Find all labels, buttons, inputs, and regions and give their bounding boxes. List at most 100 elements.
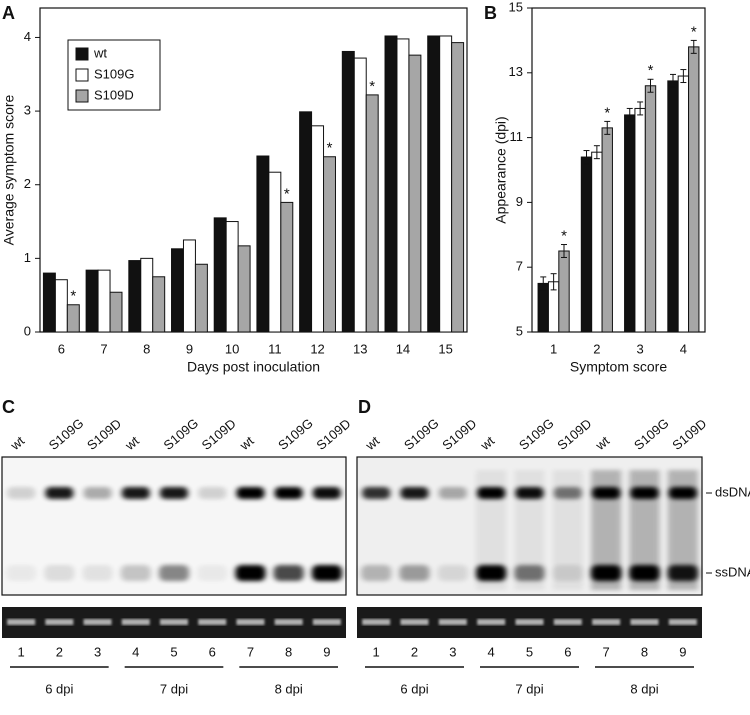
x-tick-label: 9	[186, 341, 193, 356]
lane-number: 3	[449, 644, 456, 659]
gel-band	[362, 619, 391, 625]
ss-band	[159, 565, 189, 581]
bar	[451, 42, 465, 333]
lane-label: S109D	[439, 416, 479, 453]
bar	[558, 250, 570, 333]
ss-band	[399, 565, 430, 581]
y-tick-label: 11	[510, 129, 524, 144]
y-tick-label: 3	[24, 103, 31, 118]
x-tick-label: 15	[438, 341, 452, 356]
lane-number: 5	[170, 644, 177, 659]
ds-band	[515, 487, 544, 499]
ss-band	[629, 565, 660, 581]
bar	[323, 156, 336, 333]
lane-label: wt	[7, 433, 28, 454]
error-bar	[669, 73, 676, 88]
bar	[396, 38, 410, 333]
lane-number: 6	[209, 644, 216, 659]
legend-swatch	[75, 89, 89, 103]
ss-band	[476, 565, 507, 581]
gel-band	[198, 619, 227, 625]
ds-band	[477, 487, 506, 499]
legend-swatch	[75, 47, 89, 61]
band-label: ssDNA	[715, 564, 750, 579]
error-bar	[637, 101, 644, 116]
gel-band	[477, 619, 506, 625]
lane-number: 7	[603, 644, 610, 659]
group-label: 6 dpi	[45, 681, 73, 696]
bar	[194, 263, 208, 333]
lane-number: 1	[373, 644, 380, 659]
gel-band	[45, 619, 74, 625]
ss-band	[44, 565, 75, 581]
y-axis-label: Average symptom score	[1, 94, 17, 245]
x-tick-label: 2	[593, 341, 600, 356]
lane-number: 3	[94, 644, 101, 659]
gel-band	[515, 619, 544, 625]
bar	[580, 156, 593, 333]
significance-mark: *	[561, 227, 567, 244]
bar	[280, 201, 294, 333]
bar	[256, 155, 270, 333]
gel-band	[668, 619, 697, 625]
bar	[213, 217, 227, 333]
gel-band	[160, 619, 188, 625]
gel-band	[274, 619, 303, 625]
bar	[644, 85, 657, 333]
x-axis-label: Symptom score	[570, 359, 667, 375]
lane-label: S109G	[46, 415, 87, 453]
ds-band	[45, 487, 74, 499]
significance-mark: *	[369, 78, 375, 95]
error-bar	[626, 107, 633, 122]
bar	[268, 171, 282, 333]
ds-band	[83, 487, 112, 499]
bar	[384, 35, 398, 333]
bar	[140, 257, 154, 333]
legend-label: S109D	[94, 87, 134, 102]
bar	[341, 50, 355, 333]
ss-band	[591, 565, 622, 581]
x-tick-label: 1	[550, 341, 557, 356]
bar	[667, 80, 679, 333]
bar	[299, 111, 313, 333]
ss-band	[120, 565, 151, 581]
panel-letter: D	[358, 397, 371, 417]
gel-band	[438, 619, 467, 625]
panel-letter: A	[2, 3, 15, 23]
lane-label: wt	[122, 433, 143, 454]
lane-label: S109G	[275, 415, 316, 453]
y-tick-label: 7	[516, 259, 523, 274]
ss-band	[437, 565, 468, 581]
group-label: 7 dpi	[160, 681, 188, 696]
bar	[408, 54, 422, 333]
gel-band	[7, 619, 36, 625]
ds-band	[400, 487, 429, 499]
lane-number: 8	[641, 644, 648, 659]
y-tick-label: 4	[24, 29, 31, 44]
ds-band	[160, 487, 188, 499]
error-bar	[690, 39, 697, 54]
lane-number: 8	[285, 644, 292, 659]
lane-number: 2	[411, 644, 418, 659]
bar	[688, 46, 700, 333]
lane-label: S109G	[631, 415, 672, 453]
bar	[42, 272, 56, 333]
lane-label: wt	[592, 433, 613, 454]
bar	[677, 75, 690, 333]
ss-band	[361, 565, 392, 581]
significance-mark: *	[327, 140, 333, 157]
ss-band	[6, 565, 37, 581]
significance-mark: *	[604, 104, 610, 121]
band-label: dsDNA	[715, 484, 750, 499]
lane-label: S109D	[84, 416, 124, 453]
x-tick-label: 10	[225, 341, 239, 356]
x-tick-label: 13	[353, 341, 367, 356]
bar	[109, 291, 123, 333]
y-axis-label: Appearance (dpi)	[493, 116, 509, 223]
significance-mark: *	[691, 23, 697, 40]
error-bar	[561, 244, 568, 258]
bar	[128, 260, 142, 333]
bar	[634, 107, 646, 333]
legend-label: S109G	[94, 66, 134, 81]
panel-letter: B	[484, 3, 497, 23]
